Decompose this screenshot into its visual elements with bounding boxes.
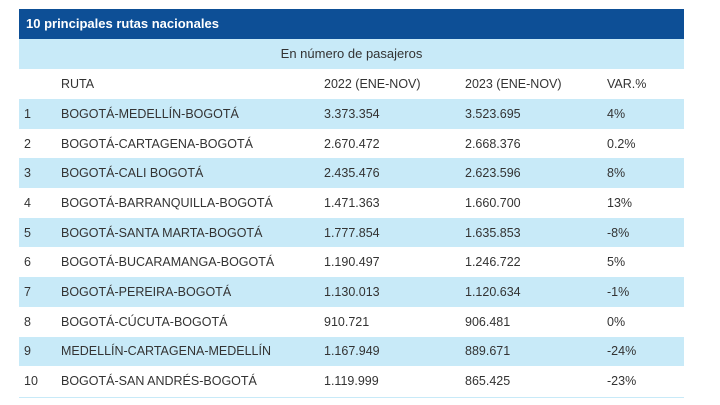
- cell-variation: -1%: [607, 284, 630, 299]
- table-row: 2 BOGOTÁ-CARTAGENA-BOGOTÁ 2.670.472 2.668.3…: [19, 128, 684, 159]
- header-variation: VAR.%: [607, 77, 647, 91]
- header-rank: [19, 69, 61, 99]
- cell-rank: 2: [24, 136, 31, 151]
- cell-2023: 865.425: [465, 374, 511, 389]
- cell-route: BOGOTÁ-BARRANQUILLA-BOGOTÁ: [61, 195, 273, 210]
- cell-2023: 2.668.376: [465, 136, 521, 151]
- table-row: 6 BOGOTÁ-BUCARAMANGA-BOGOTÁ 1.190.497 1.246…: [19, 247, 684, 278]
- table-row: 9 MEDELLÍN-CARTAGENA-MEDELLÍN 1.167.949 889…: [19, 336, 684, 367]
- table-row: 3 BOGOTÁ-CALI BOGOTÁ 2.435.476 2.623.596 8%: [19, 158, 684, 189]
- cell-rank: 7: [24, 284, 31, 299]
- cell-2023: 889.671: [465, 344, 511, 359]
- table-subtitle: En número de pasajeros: [19, 39, 684, 69]
- cell-2022: 1.130.013: [324, 284, 380, 299]
- cell-route: BOGOTÁ-SANTA MARTA-BOGOTÁ: [61, 225, 263, 240]
- cell-variation: 5%: [607, 255, 626, 270]
- cell-rank: 5: [24, 225, 31, 240]
- cell-route: BOGOTÁ-MEDELLÍN-BOGOTÁ: [61, 106, 239, 121]
- table-row: 10 BOGOTÁ-SAN ANDRÉS-BOGOTÁ 1.119.999 865.4…: [19, 366, 684, 396]
- cell-2023: 1.635.853: [465, 225, 521, 240]
- cell-route: MEDELLÍN-CARTAGENA-MEDELLÍN: [61, 344, 271, 359]
- cell-variation: 8%: [607, 166, 626, 181]
- bottom-divider: [19, 397, 684, 398]
- cell-rank: 10: [24, 374, 38, 389]
- table-row: 8 BOGOTÁ-CÚCUTA-BOGOTÁ 910.721 906.481 0%: [19, 306, 684, 337]
- cell-route: BOGOTÁ-CALI BOGOTÁ: [61, 166, 204, 181]
- cell-variation: 13%: [607, 195, 633, 210]
- cell-route: BOGOTÁ-BUCARAMANGA-BOGOTÁ: [61, 255, 275, 270]
- cell-variation: -8%: [607, 225, 630, 240]
- cell-route: BOGOTÁ-SAN ANDRÉS-BOGOTÁ: [61, 374, 257, 389]
- cell-variation: -24%: [607, 344, 637, 359]
- cell-route: BOGOTÁ-CARTAGENA-BOGOTÁ: [61, 136, 253, 151]
- cell-2022: 1.471.363: [324, 195, 380, 210]
- header-row: RUTA 2022 (ENE-NOV) 2023 (ENE-NOV) VAR.%: [19, 69, 684, 99]
- table-row: 5 BOGOTÁ-SANTA MARTA-BOGOTÁ 1.777.854 1.635…: [19, 217, 684, 248]
- cell-2022: 2.435.476: [324, 166, 380, 181]
- table-body: 1 BOGOTÁ-MEDELLÍN-BOGOTÁ 3.373.354 3.523.69…: [19, 99, 684, 396]
- header-route: RUTA: [61, 77, 95, 91]
- cell-route: BOGOTÁ-PEREIRA-BOGOTÁ: [61, 284, 232, 299]
- cell-2023: 1.120.634: [465, 284, 521, 299]
- cell-2022: 3.373.354: [324, 106, 380, 121]
- cell-2022: 1.190.497: [324, 255, 380, 270]
- table-row: 1 BOGOTÁ-MEDELLÍN-BOGOTÁ 3.373.354 3.523.69…: [19, 99, 684, 129]
- table-row: 7 BOGOTÁ-PEREIRA-BOGOTÁ 1.130.013 1.120.634…: [19, 277, 684, 307]
- header-2022: 2022 (ENE-NOV): [324, 77, 421, 91]
- cell-2022: 1.167.949: [324, 344, 380, 359]
- cell-rank: 3: [24, 166, 31, 181]
- cell-variation: 4%: [607, 106, 626, 121]
- cell-2023: 1.660.700: [465, 195, 521, 210]
- cell-route: BOGOTÁ-CÚCUTA-BOGOTÁ: [61, 314, 228, 329]
- cell-rank: 8: [24, 314, 31, 329]
- cell-2023: 1.246.722: [465, 255, 521, 270]
- cell-rank: 4: [24, 195, 31, 210]
- routes-table-container: 10 principales rutas nacionales En númer…: [19, 9, 684, 396]
- cell-2022: 1.777.854: [324, 225, 380, 240]
- cell-variation: -23%: [607, 374, 637, 389]
- routes-table: RUTA 2022 (ENE-NOV) 2023 (ENE-NOV) VAR.%…: [19, 69, 684, 396]
- cell-2022: 910.721: [324, 314, 370, 329]
- cell-variation: 0.2%: [607, 136, 636, 151]
- table-row: 4 BOGOTÁ-BARRANQUILLA-BOGOTÁ 1.471.363 1.66…: [19, 188, 684, 218]
- cell-2023: 906.481: [465, 314, 511, 329]
- cell-2022: 1.119.999: [324, 374, 379, 389]
- cell-2023: 2.623.596: [465, 166, 521, 181]
- cell-rank: 6: [24, 255, 31, 270]
- cell-2023: 3.523.695: [465, 106, 521, 121]
- cell-2022: 2.670.472: [324, 136, 380, 151]
- header-2023: 2023 (ENE-NOV): [465, 77, 562, 91]
- cell-rank: 1: [24, 106, 31, 121]
- cell-rank: 9: [24, 344, 31, 359]
- table-title: 10 principales rutas nacionales: [19, 9, 684, 39]
- cell-variation: 0%: [607, 314, 626, 329]
